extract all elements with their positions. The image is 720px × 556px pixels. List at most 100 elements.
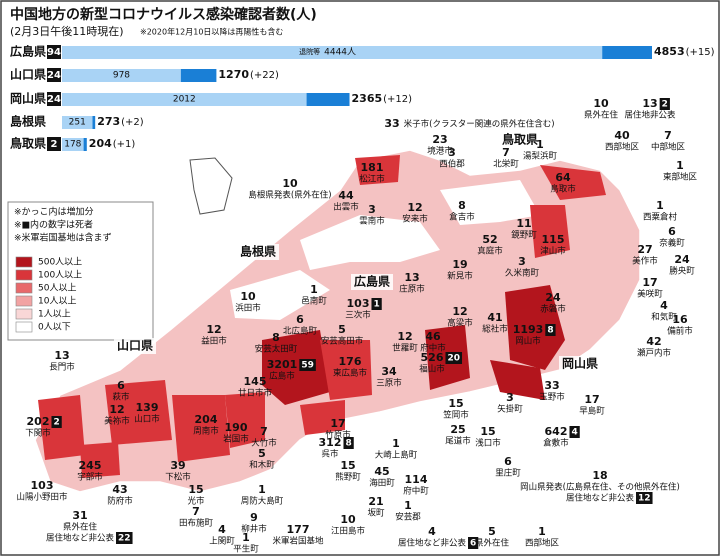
place-name: 三原市 [376, 378, 402, 389]
place-name: 府中市 [420, 343, 446, 354]
place-name: 浅口市 [475, 438, 501, 449]
case-count: 1 [392, 437, 400, 450]
total-value: 204 [89, 137, 112, 150]
case-count: 45 [374, 465, 389, 478]
case-count: 12 [206, 323, 221, 336]
death-box [636, 492, 653, 504]
case-count: 17 [584, 393, 599, 406]
death-count: 1 [373, 300, 379, 310]
case-count: 13 [54, 349, 69, 362]
case-count: 43 [112, 483, 127, 496]
place-name: 美咲町 [637, 289, 663, 300]
case-count: 42 [646, 335, 661, 348]
case-count: 11 [516, 217, 531, 230]
case-count: 3 [506, 391, 514, 404]
place-name: 宇部市 [77, 472, 103, 483]
place-name: 出雲市 [333, 202, 359, 213]
death-box [47, 68, 61, 82]
death-count: 24 [47, 94, 61, 105]
death-box [569, 426, 580, 438]
place-name: 松江市 [359, 174, 385, 185]
case-count: 27 [637, 243, 652, 256]
total-value: 273 [97, 115, 120, 128]
place-name: 倉敷市 [543, 438, 569, 449]
case-count: 103 [347, 297, 370, 310]
place-name: 浜田市 [235, 303, 261, 314]
place-name: 大崎上島町 [375, 450, 418, 461]
death-box [47, 137, 61, 151]
case-count: 25 [450, 423, 465, 436]
label-bg [113, 338, 157, 354]
place-name: 真庭市 [477, 246, 503, 257]
change-value: (+12) [383, 94, 412, 105]
place-name: 赤磐市 [540, 304, 566, 315]
legend-label: 100人以上 [38, 270, 82, 281]
place-name: 呉市 [321, 449, 339, 460]
case-count: 139 [136, 401, 159, 414]
case-count: 8 [272, 331, 280, 344]
case-count: 41 [487, 311, 502, 324]
place-name: 中部地区 [651, 142, 686, 153]
case-count: 145 [244, 375, 267, 388]
place-name: 邑南町 [301, 296, 327, 307]
place-name: 安芸郡 [395, 512, 421, 523]
case-count: 10 [340, 513, 356, 526]
case-count: 5 [258, 447, 266, 460]
place-name: 岩国市 [223, 434, 249, 445]
place-name: 瀬戸内市 [637, 348, 672, 359]
region [80, 442, 120, 478]
region [225, 392, 265, 448]
case-count: 10 [240, 290, 256, 303]
legend-label: 500人以上 [38, 257, 82, 268]
place-name: 西伯郡 [439, 159, 465, 170]
note: ※2020年12月10日以降は再陽性も含む [140, 27, 283, 37]
japan-inset [189, 157, 233, 215]
case-count: 3201 [267, 358, 298, 371]
case-count: 17 [642, 276, 657, 289]
recovered-value: 251 [69, 118, 86, 128]
prefecture-label: 鳥取県 [502, 132, 538, 147]
place-name: 東広島市 [333, 368, 368, 379]
case-count: 33 [544, 379, 559, 392]
case-count: 1 [656, 199, 664, 212]
legend-label: 50人以上 [38, 283, 76, 294]
case-count: 24 [674, 253, 690, 266]
place-name: 鏡野町 [511, 230, 537, 241]
place-name: 早島町 [579, 406, 605, 417]
place-name: 田布施町 [179, 518, 214, 529]
label-bg [350, 274, 394, 290]
case-count: 1 [242, 531, 250, 544]
note: ※■内の数字は死者 [14, 219, 93, 231]
case-count: 1 [676, 159, 684, 172]
case-count: 19 [452, 258, 467, 271]
place-name: 柳井市 [241, 524, 267, 535]
death-count: 4 [571, 428, 577, 438]
death-count: 2 [662, 100, 668, 110]
case-count: 245 [79, 459, 102, 472]
prefecture-label: 広島県 [354, 274, 390, 289]
case-count: 39 [170, 459, 185, 472]
label-bg [498, 132, 542, 148]
place-name: 里庄町 [495, 469, 521, 479]
case-count: 6 [296, 313, 304, 326]
death-count: 8 [547, 326, 553, 336]
place-name: 居住地など非公表 [398, 538, 467, 549]
case-count: 103 [31, 479, 54, 492]
place-name: 境港市 [427, 146, 453, 157]
case-count: 4 [660, 299, 668, 312]
case-count: 5 [338, 323, 346, 336]
place-name: 北栄町 [493, 159, 519, 170]
place-name: 和気町 [651, 312, 677, 323]
case-count: 5 [488, 525, 496, 538]
case-count: 6 [504, 455, 512, 468]
region [230, 270, 330, 320]
case-count: 12 [109, 403, 124, 416]
case-count: 6 [668, 225, 676, 238]
place-name: 奈義町 [659, 238, 685, 249]
place-name: 江田島市 [331, 526, 366, 537]
death-box [445, 352, 463, 364]
map [34, 149, 641, 493]
death-count: 24 [47, 70, 61, 81]
case-count: 312 [319, 436, 342, 449]
place-name: 米軍岩国基地 [272, 536, 324, 547]
